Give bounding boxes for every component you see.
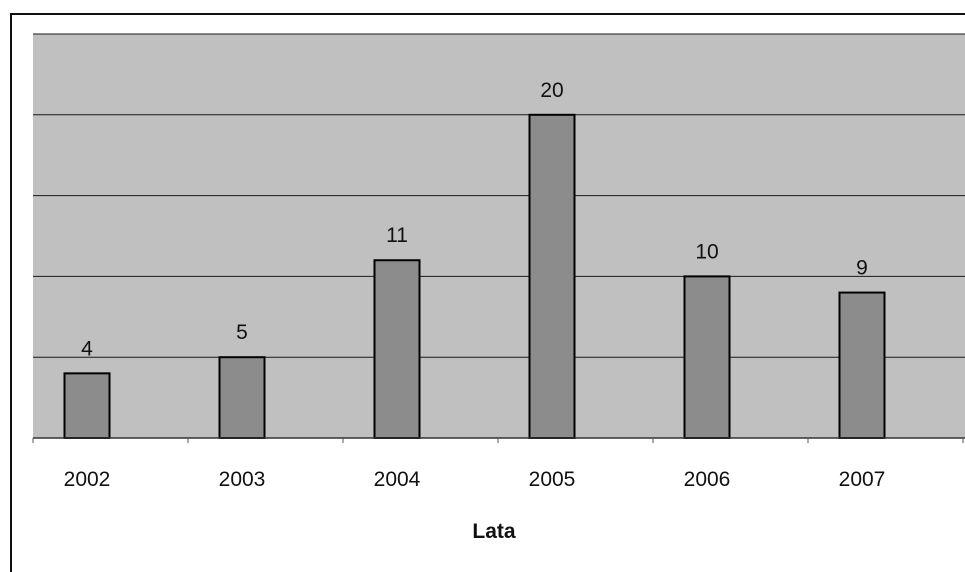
x-tick-label-2004: 2004 <box>374 468 421 491</box>
bar-2005 <box>528 113 576 440</box>
data-label-2004: 11 <box>386 224 408 247</box>
x-tick-label-2003: 2003 <box>219 468 266 491</box>
data-label-2005: 20 <box>540 79 563 102</box>
x-tick-label-2002: 2002 <box>64 468 111 491</box>
x-axis-ticks <box>32 438 964 443</box>
data-label-2006: 10 <box>695 240 718 263</box>
x-tick-label-2007: 2007 <box>839 468 886 491</box>
x-tick-label-2006: 2006 <box>684 468 731 491</box>
bar-2007 <box>838 291 886 439</box>
chart-frame: 4 5 11 20 10 9 2002 2003 2004 2005 2006 2007 Lata <box>10 13 965 572</box>
bar-2002 <box>63 372 111 439</box>
data-label-2002: 4 <box>81 337 93 360</box>
bar-2004 <box>373 259 421 439</box>
x-tick-label-2005: 2005 <box>529 468 576 491</box>
gridlines <box>33 33 965 358</box>
data-label-2003: 5 <box>236 321 248 344</box>
data-labels: 4 5 11 20 10 9 <box>81 79 868 361</box>
bar-2003 <box>218 356 266 440</box>
bar-chart: 4 5 11 20 10 9 2002 2003 2004 2005 2006 2007 Lata <box>32 33 965 543</box>
x-axis-tick-labels: 2002 2003 2004 2005 2006 2007 <box>64 468 886 491</box>
x-axis-title: Lata <box>472 520 516 543</box>
bar-series <box>63 113 886 440</box>
bar-2006 <box>683 275 731 439</box>
data-label-2007: 9 <box>856 257 868 280</box>
plot-area <box>33 34 965 438</box>
